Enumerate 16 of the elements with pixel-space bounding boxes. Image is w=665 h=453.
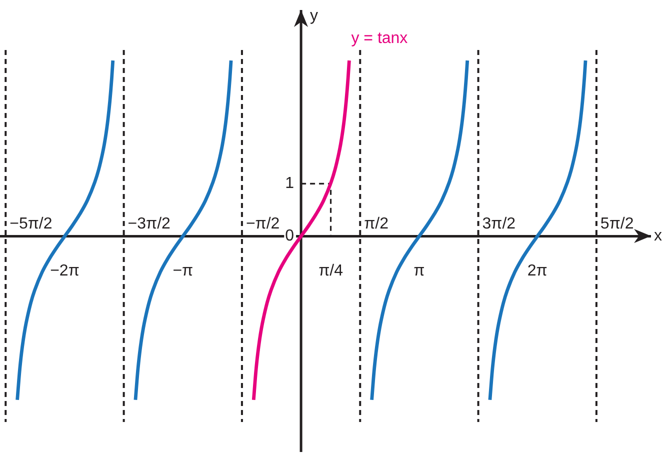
x-tick-label: π (414, 262, 425, 280)
ref-line-label: 5π/2 (600, 216, 634, 233)
y-tick-label: 0 (285, 228, 294, 245)
x-tick-label: 2π (527, 262, 548, 280)
x-tick-label: −π (172, 262, 194, 280)
series-label: y = tanx (351, 30, 408, 47)
y-axis-title: y (310, 7, 318, 24)
x-tick-label: −2π (50, 262, 80, 280)
x-tick-label: π/4 (318, 262, 344, 280)
ref-line-label: π/2 (364, 216, 389, 233)
ref-line-label: 3π/2 (482, 216, 516, 233)
ref-line-label: −5π/2 (10, 216, 52, 233)
y-tick-label: 1 (285, 175, 294, 192)
ref-line-label: −π/2 (246, 216, 280, 233)
x-axis-title: x (654, 228, 662, 245)
ref-line-label: −3π/2 (128, 216, 171, 233)
